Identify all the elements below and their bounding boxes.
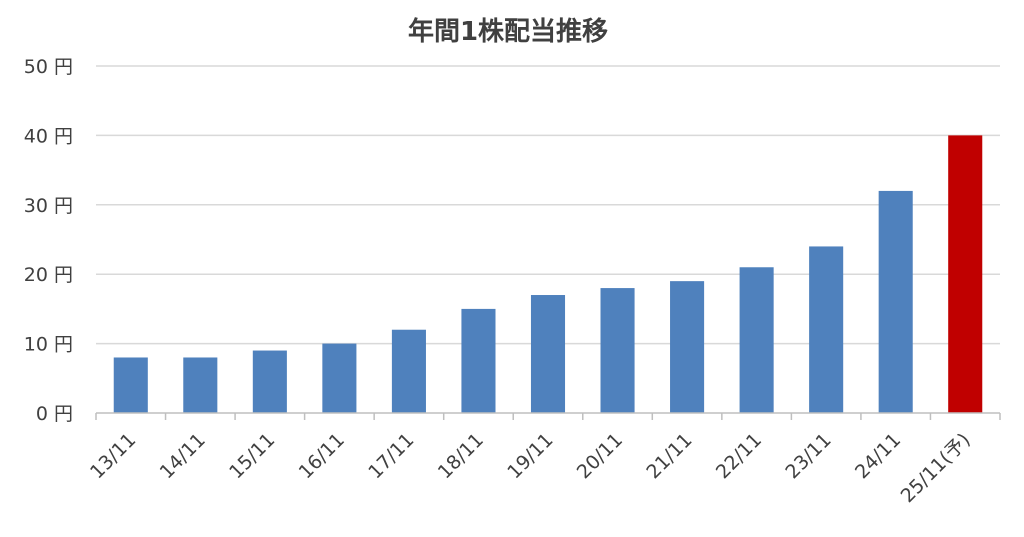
x-tick-label: 15/11 <box>225 429 279 483</box>
x-tick-label: 21/11 <box>642 429 696 483</box>
bar <box>739 267 774 413</box>
bar <box>600 288 635 413</box>
bar <box>322 343 357 413</box>
x-tick-label: 24/11 <box>851 429 905 483</box>
y-tick-label: 30 円 <box>24 195 73 217</box>
x-tick-label: 23/11 <box>781 429 835 483</box>
gridlines <box>96 65 1000 345</box>
bar <box>391 329 426 413</box>
y-tick-label: 10 円 <box>24 334 73 356</box>
y-tick-label: 20 円 <box>24 264 73 286</box>
bar <box>183 357 218 413</box>
y-tick-label: 40 円 <box>24 125 73 147</box>
bar <box>530 295 566 413</box>
x-axis-tick-labels: 13/11 14/11 15/11 16/11 17/11 18/11 19/11 20/11… <box>86 429 975 507</box>
bar <box>809 246 844 413</box>
x-tick-label: 19/11 <box>503 429 557 483</box>
x-tick-label: 25/11(予) <box>897 429 975 507</box>
x-tick-label: 16/11 <box>295 429 349 483</box>
y-tick-label: 0 円 <box>36 403 73 425</box>
bar <box>948 135 983 413</box>
y-tick-label: 50 円 <box>24 56 73 78</box>
chart-title: 年間1株配当推移 <box>408 16 608 47</box>
y-axis-tick-labels: 0 円 10 円 20 円 30 円 40 円 50 円 <box>24 56 73 425</box>
x-tick-label: 17/11 <box>364 429 418 483</box>
x-tick-label: 22/11 <box>712 429 766 483</box>
x-axis <box>95 412 1001 420</box>
x-tick-label: 13/11 <box>86 429 140 483</box>
bars <box>113 135 983 413</box>
bar <box>461 308 496 413</box>
bar <box>252 350 287 413</box>
x-tick-label: 20/11 <box>573 429 627 483</box>
x-tick-label: 14/11 <box>156 429 210 483</box>
bar <box>670 281 705 413</box>
x-tick-label: 18/11 <box>434 429 488 483</box>
bar <box>878 190 913 413</box>
bar <box>113 357 148 413</box>
